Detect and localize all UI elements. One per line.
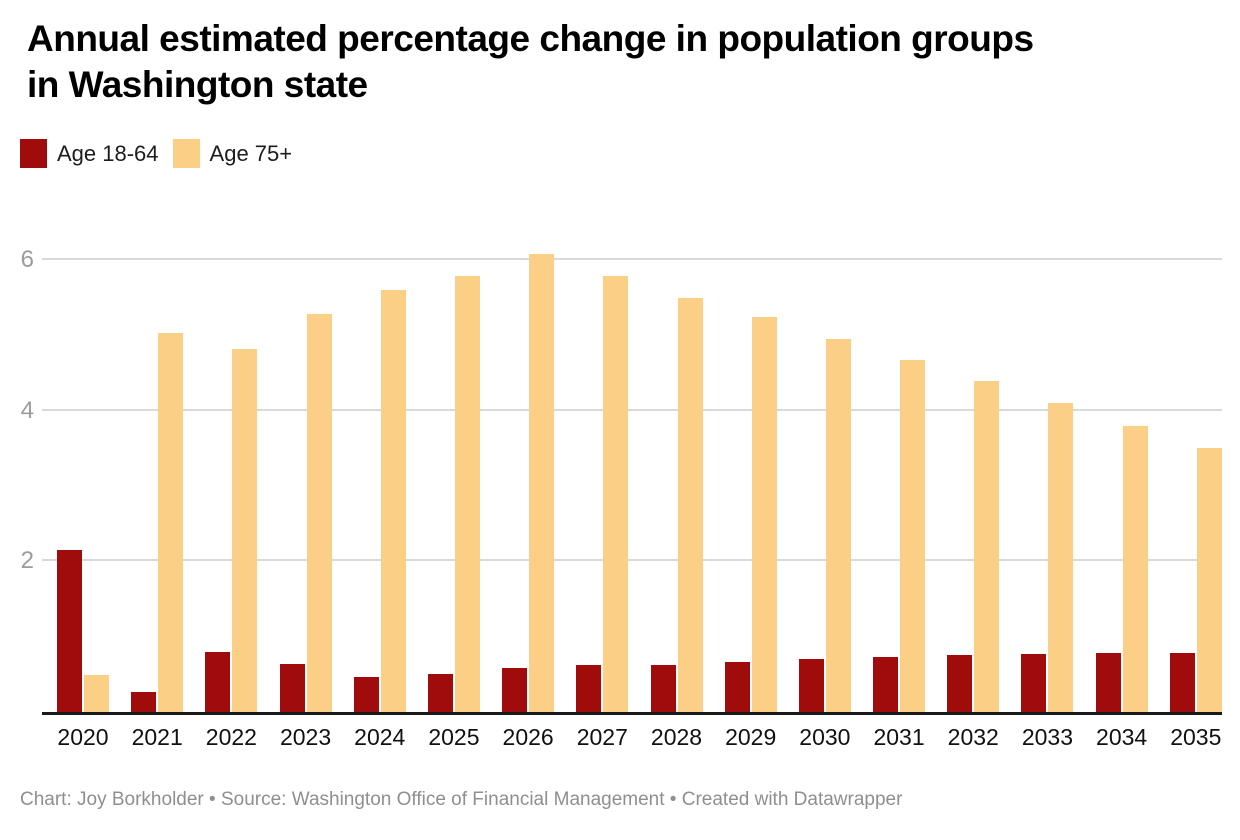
bar-age-18-64-2032: [947, 654, 973, 712]
x-axis-label-2034: 2034: [1096, 724, 1148, 750]
gridline-2: [42, 559, 1222, 562]
x-axis-label-2031: 2031: [873, 724, 925, 750]
title-line-2: in Washington state: [27, 64, 368, 105]
legend: Age 18-64 Age 75+: [20, 139, 292, 168]
x-axis-label-2023: 2023: [279, 724, 332, 750]
bar-age-75plus-2029: [751, 317, 777, 712]
bar-age-18-64-2029: [724, 662, 750, 712]
x-axis-label-2020: 2020: [57, 724, 109, 750]
legend-swatch-age-18-64: [20, 139, 47, 168]
bar-group-2026: 2026: [502, 200, 555, 750]
x-axis-label-2033: 2033: [1021, 724, 1074, 750]
y-axis-tick-label-6: 6: [20, 246, 34, 274]
bar-age-75plus-2023: [306, 314, 332, 712]
bar-group-2020: 2020: [57, 200, 109, 750]
bar-age-75plus-2028: [677, 297, 703, 712]
x-axis-baseline: [42, 712, 1222, 715]
bar-age-75plus-2027: [603, 276, 629, 712]
bar-group-2025: 2025: [427, 200, 480, 750]
bar-group-2028: 2028: [650, 200, 703, 750]
bar-group-2029: 2029: [724, 200, 777, 750]
bar-age-75plus-2035: [1196, 448, 1222, 712]
x-axis-label-2022: 2022: [205, 724, 257, 750]
bar-age-75plus-2033: [1048, 402, 1074, 712]
legend-swatch-age-75plus: [172, 139, 200, 168]
legend-item-age-75plus: Age 75+: [172, 139, 293, 168]
bar-age-18-64-2026: [502, 668, 528, 712]
bar-age-75plus-2020: [84, 675, 109, 712]
y-axis-tick-label-4: 4: [20, 396, 34, 424]
footer-credit: Chart: Joy Borkholder • Source: Washingt…: [20, 789, 903, 810]
gridline-6: [42, 258, 1222, 261]
x-axis-label-2027: 2027: [576, 724, 628, 750]
bar-age-18-64-2024: [353, 677, 379, 712]
x-axis-label-2029: 2029: [725, 724, 777, 750]
bar-age-75plus-2031: [900, 359, 926, 712]
bar-group-2030: 2030: [798, 200, 851, 750]
plot-area: 2020 2021 2022 2023 2024 2025 2026 2027 2028 2029…: [0, 200, 1240, 750]
bar-age-75plus-2025: [454, 276, 480, 712]
bar-age-18-64-2034: [1095, 653, 1121, 712]
x-axis-label-2025: 2025: [428, 724, 480, 750]
gridline-4: [42, 408, 1222, 411]
bar-age-75plus-2022: [232, 349, 258, 712]
x-axis-label-2026: 2026: [502, 724, 554, 750]
bar-group-2023: 2023: [279, 200, 332, 750]
bar-age-18-64-2023: [279, 663, 305, 712]
bar-age-75plus-2032: [974, 380, 1000, 712]
bar-group-2031: 2031: [873, 200, 926, 750]
x-axis-label-2028: 2028: [650, 724, 703, 750]
bar-age-18-64-2031: [873, 657, 899, 712]
bar-group-2035: 2035: [1169, 200, 1222, 750]
bar-group-2032: 2032: [947, 200, 1000, 750]
x-axis-label-2030: 2030: [799, 724, 851, 750]
x-axis-label-2032: 2032: [947, 724, 999, 750]
bar-age-18-64-2022: [205, 651, 231, 712]
grid-layer: [42, 200, 1222, 715]
bar-group-2022: 2022: [205, 200, 258, 750]
bar-group-2027: 2027: [576, 200, 629, 750]
bar-age-18-64-2028: [650, 664, 676, 712]
bar-age-75plus-2034: [1122, 425, 1148, 712]
bar-age-75plus-2026: [529, 254, 555, 712]
bar-age-75plus-2024: [380, 289, 406, 712]
bar-age-18-64-2021: [131, 692, 157, 712]
bar-age-18-64-2033: [1021, 654, 1047, 712]
bars-layer: 2020 2021 2022 2023 2024 2025 2026 2027 2028 2029…: [57, 200, 1222, 750]
x-axis-label-2035: 2035: [1170, 724, 1222, 750]
legend-label-age-18-64: Age 18-64: [57, 140, 159, 166]
bar-age-18-64-2035: [1169, 653, 1195, 712]
y-axis-tick-label-2: 2: [20, 547, 34, 575]
bar-age-18-64-2020: [57, 550, 82, 712]
bar-age-18-64-2027: [576, 665, 602, 712]
bar-group-2034: 2034: [1095, 200, 1148, 750]
legend-item-age-18-64: Age 18-64: [20, 139, 159, 168]
bar-group-2033: 2033: [1021, 200, 1074, 750]
x-axis-label-2024: 2024: [354, 724, 406, 750]
bar-group-2021: 2021: [131, 200, 184, 750]
bar-age-18-64-2030: [798, 659, 824, 712]
bar-group-2024: 2024: [353, 200, 406, 750]
bar-age-18-64-2025: [427, 673, 453, 712]
page-title: Annual estimated percentage change in po…: [27, 16, 1210, 108]
bar-age-75plus-2021: [158, 332, 184, 712]
title-line-1: Annual estimated percentage change in po…: [27, 18, 1034, 59]
x-axis-label-2021: 2021: [131, 724, 183, 750]
legend-label-age-75plus: Age 75+: [209, 140, 293, 166]
bar-age-75plus-2030: [825, 338, 851, 712]
